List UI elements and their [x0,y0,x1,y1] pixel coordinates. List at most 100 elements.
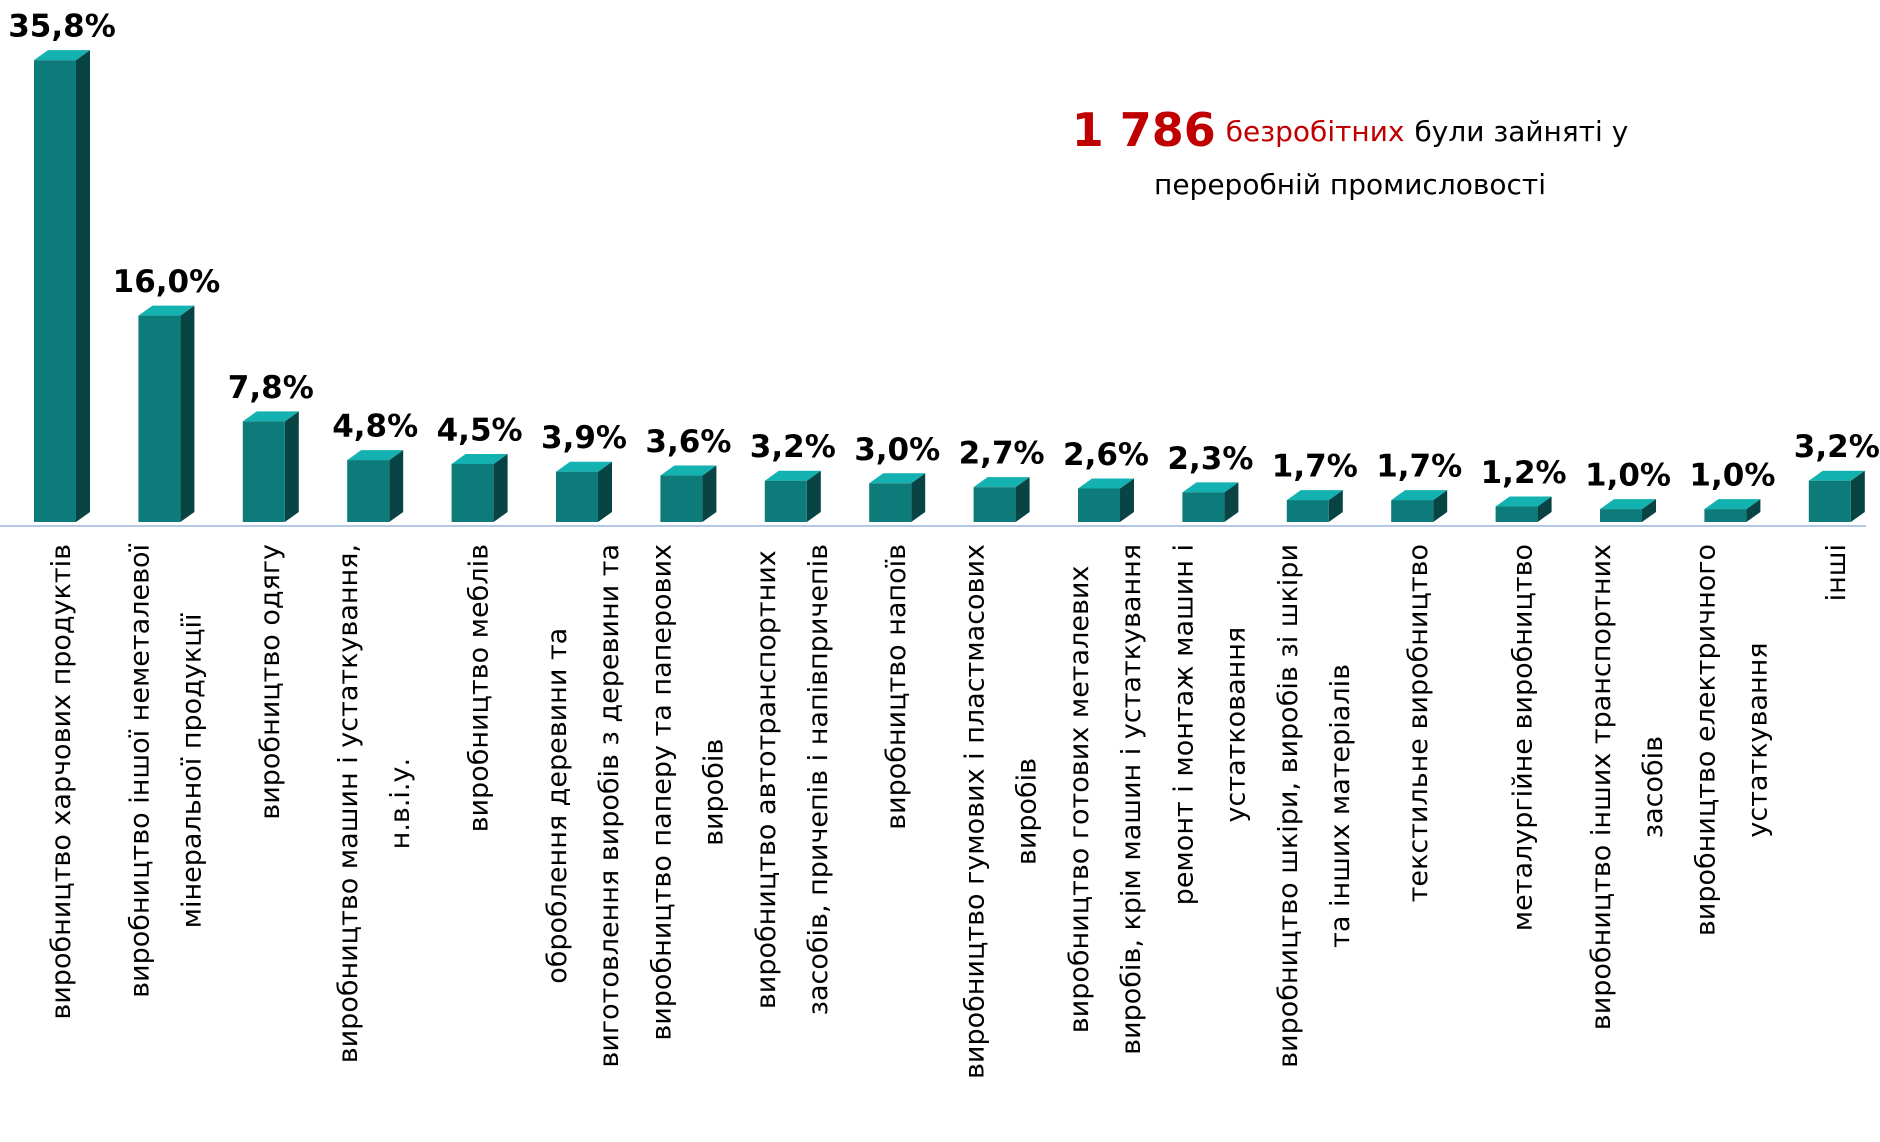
bar-top [138,305,195,316]
bar-side [284,411,299,522]
category-line: виробництво іншої неметалевої [124,544,155,998]
category-label: виробництво автотранспортних засобів, при… [750,544,833,1015]
category-label: виробництво меблів [463,544,494,832]
category-line: ремонт і монтаж машин і [1168,544,1199,905]
bar-side [1433,490,1448,522]
value-label: 3,2% [750,429,836,465]
category-group: виробництво меблів [463,544,494,832]
bar-top [1182,482,1239,493]
bar-top [34,50,90,61]
category-group: виробництво іншої неметалевої мінеральної… [124,544,207,998]
category-line: виробництво харчових продуктів [46,544,77,1020]
value-label: 2,6% [1063,437,1149,473]
category-line: виробництво готових металевих [1064,566,1095,1034]
category-group: інші [1820,544,1851,601]
category-line: виробництво шкіри, виробів зі шкіри [1272,544,1303,1068]
category-group: виробництво готових металевих виробів, кр… [1064,544,1147,1055]
category-group: виробництво електричного устаткування [1690,544,1773,936]
annotation-text: були зайняті у [1414,115,1628,148]
annotation-line: переробній промисловості [1154,168,1546,201]
category-line: інші [1820,544,1851,601]
bar-top [660,465,717,476]
bar [973,487,1016,522]
category-group: металургійне виробництво [1507,544,1538,931]
category-label: оброблення деревини та виготовлення вироб… [542,544,625,1068]
category-line: виробництво одягу [254,544,285,820]
bar-top [347,450,404,461]
category-label: виробництво шкіри, виробів зі шкіри та ін… [1272,544,1355,1068]
annotation-word: безробітних [1226,115,1405,148]
bar [34,60,76,523]
category-group: текстильне виробництво [1403,544,1434,902]
category-group: виробництво напоїв [881,544,912,830]
category-group: виробництво одягу [254,544,285,820]
value-label: 1,0% [1689,458,1775,494]
bar [556,471,598,522]
bar [347,460,390,522]
bar-side [1015,477,1030,522]
category-line: устатковання [1220,627,1251,823]
bar-top [1704,499,1761,510]
bar [869,483,912,522]
category-label: виробництво напоїв [881,544,912,830]
bar-side [1537,496,1552,522]
category-line: устаткування [1742,643,1773,838]
bar [1704,509,1747,522]
bar [138,315,181,522]
bar-side [1642,499,1656,522]
bar [1495,506,1538,522]
bar-side [76,50,90,523]
category-line: виробництво меблів [463,544,494,832]
bar-side [1224,482,1239,522]
value-label: 7,8% [228,370,314,406]
value-label: 3,0% [854,432,940,468]
category-line: виробів, крім машин і устаткування [1116,544,1147,1055]
bar-side [806,470,821,522]
category-line: виготовлення виробів з деревини та [594,544,625,1068]
value-label: 1,7% [1272,449,1358,485]
bar-top [556,461,612,472]
value-label: 4,5% [437,412,523,448]
category-line: металургійне виробництво [1507,544,1538,931]
category-label: виробництво готових металевих виробів, кр… [1064,544,1147,1055]
category-label: виробництво гумових і пластмасових виробі… [959,544,1042,1079]
bar-top [451,453,508,464]
value-label: 3,9% [541,420,627,456]
category-label: текстильне виробництво [1403,544,1434,902]
category-group: виробництво паперу та паперових виробів [646,544,729,1041]
annotation: 1 786 безробітних були зайняті у [1072,103,1629,157]
category-group: виробництво шкіри, виробів зі шкіри та ін… [1272,544,1355,1068]
category-line: виробів [1011,758,1042,865]
value-label: 35,8% [8,9,116,45]
bar [1808,480,1851,522]
category-line: виробництво електричного [1690,544,1721,936]
bar-top [242,411,299,422]
bar [1078,488,1120,522]
category-label: виробництво харчових продуктів [46,544,77,1020]
value-label: 1,0% [1585,458,1671,494]
category-label: виробництво інших транспортних засобів [1586,544,1669,1030]
bar-side [702,465,717,522]
category-label: ремонт і монтаж машин і устатковання [1168,544,1251,905]
value-label: 2,7% [959,436,1045,472]
bar-top [973,477,1030,488]
bar-side [180,305,195,522]
bar [242,421,285,522]
annotation-number: 1 786 [1072,103,1216,157]
category-line: виробництво напоїв [881,544,912,830]
bar-side [493,453,508,522]
bar [660,475,703,522]
bar-top [1286,490,1343,501]
bar [1286,500,1329,522]
category-line: оброблення деревини та [542,628,573,984]
value-label: 1,2% [1481,455,1567,491]
category-line: засобів [1638,736,1669,838]
bar [764,480,807,522]
value-label: 16,0% [113,264,221,300]
category-label: виробництво електричного устаткування [1690,544,1773,936]
bar [1182,492,1225,522]
category-line: та інших матеріалів [1324,664,1355,948]
value-label: 3,2% [1794,429,1880,465]
